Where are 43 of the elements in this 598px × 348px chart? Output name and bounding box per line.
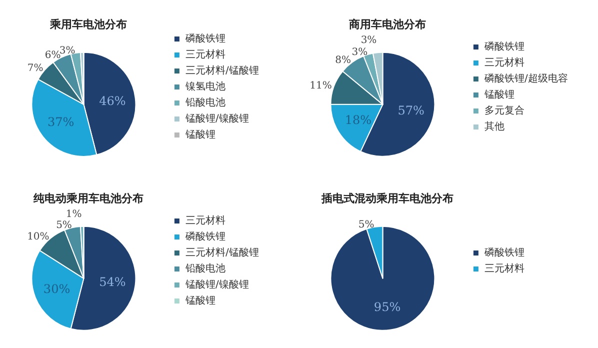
legend-label: 三元材料 — [185, 48, 226, 60]
legend-label: 三元材料/锰酸锂 — [185, 246, 259, 258]
data-label: 6% — [44, 50, 61, 62]
legend-label: 三元材料/锰酸锂 — [185, 64, 259, 76]
data-label: 3% — [352, 47, 368, 58]
legend-label: 磷酸铁锂 — [184, 32, 226, 44]
legend-label: 锰酸锂/镍酸锂 — [184, 278, 249, 290]
data-label: 1% — [66, 208, 82, 220]
legend-label: 磷酸铁锂 — [483, 246, 524, 258]
legend-label: 磷酸铁锂 — [483, 40, 524, 52]
legend-label: 铅酸电池 — [184, 96, 226, 108]
data-label: 5% — [358, 220, 374, 231]
data-label: 57% — [398, 104, 424, 118]
data-label: 95% — [374, 300, 401, 314]
data-label: 7% — [27, 63, 44, 74]
legend-label: 锰酸锂 — [483, 88, 514, 100]
data-label: 3% — [360, 35, 377, 46]
chart-title: 纯电动乘用车电池分布 — [32, 192, 144, 205]
legend-label: 三元材料 — [484, 56, 524, 68]
legend-label: 多元复合 — [484, 104, 524, 116]
data-label: 5% — [56, 220, 72, 232]
chart-title: 乘用车电池分布 — [49, 18, 128, 31]
legend-label: 镍氢电池 — [184, 80, 226, 92]
data-label: 18% — [344, 112, 372, 127]
legend-label: 铅酸电池 — [184, 262, 226, 274]
chart-title: 商用车电池分布 — [348, 18, 426, 31]
legend-label: 锰酸锂 — [184, 128, 216, 140]
data-label: 37% — [47, 115, 74, 130]
legend-label: 磷酸铁锂/超级电容 — [483, 72, 568, 84]
data-label: 10% — [27, 231, 50, 242]
legend-label: 锰酸锂 — [184, 294, 216, 306]
data-label: 30% — [43, 282, 70, 296]
data-label: 54% — [99, 275, 126, 290]
data-label: 46% — [99, 94, 126, 108]
legend-label: 磷酸铁锂 — [184, 230, 226, 242]
legend-label: 锰酸锂/镍酸锂 — [184, 112, 249, 124]
data-label: 3% — [59, 46, 76, 57]
chart-title: 插电式混动乘用车电池分布 — [320, 192, 454, 205]
legend-label: 三元材料 — [185, 214, 226, 226]
data-label: 8% — [335, 55, 351, 66]
legend-label: 其他 — [484, 120, 504, 132]
legend-label: 三元材料 — [484, 262, 524, 274]
data-label: 11% — [310, 80, 332, 92]
